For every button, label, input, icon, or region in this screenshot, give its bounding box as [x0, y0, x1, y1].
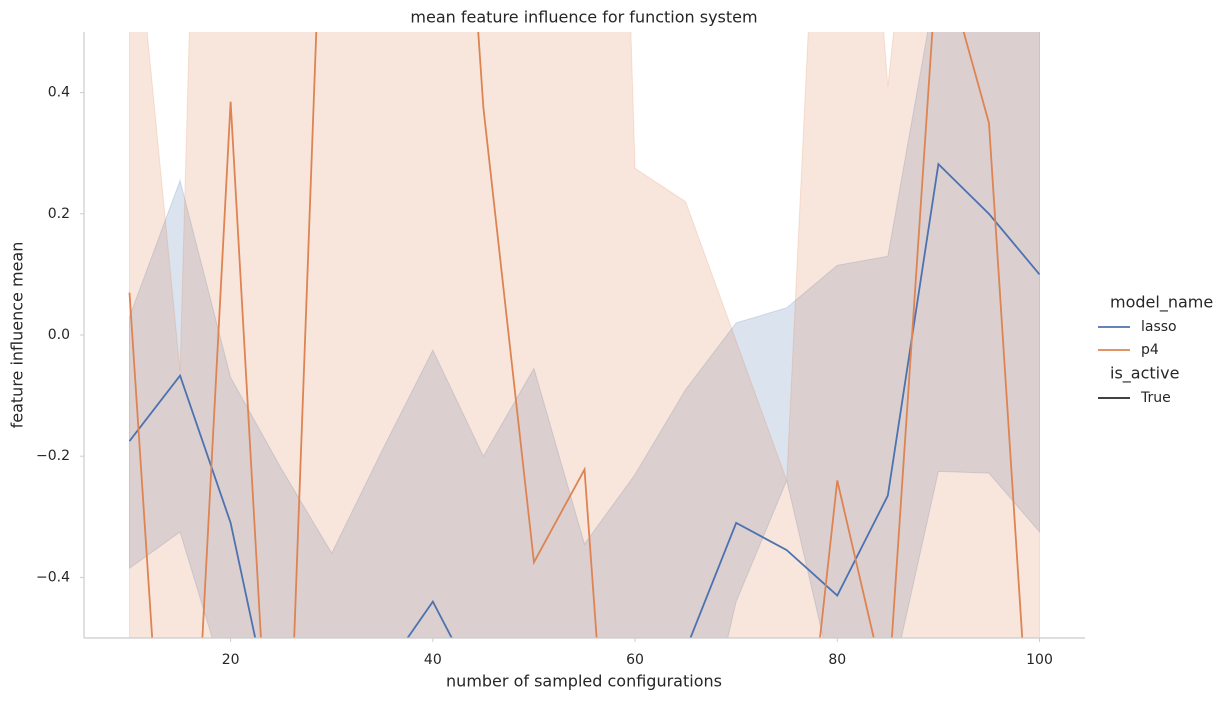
- y-tick-label: −0.4: [36, 569, 70, 585]
- chart-title: mean feature influence for function syst…: [410, 8, 757, 27]
- confidence-band: [129, 32, 1040, 638]
- legend-title: is_active: [1110, 364, 1179, 384]
- y-axis-label: feature influence mean: [8, 242, 27, 429]
- y-tick-label: 0.0: [48, 327, 70, 343]
- legend-label: True: [1140, 390, 1171, 406]
- legend: model_name is_active True lasso p4: [1098, 293, 1213, 406]
- x-tick-label: 80: [828, 652, 846, 668]
- legend-label: p4: [1141, 342, 1159, 358]
- x-tick-label: 100: [1026, 652, 1053, 668]
- line: [128, 32, 1024, 638]
- x-tick-label: 40: [424, 652, 442, 668]
- y-tick-label: 0.4: [48, 85, 70, 101]
- plot-area: [128, 32, 1041, 638]
- x-tick-label: 20: [222, 652, 240, 668]
- x-tick-label: 60: [626, 652, 644, 668]
- line: [128, 162, 1041, 638]
- legend-title: model_name: [1110, 293, 1213, 313]
- confidence-band: [129, 32, 1040, 638]
- y-tick-label: 0.2: [48, 206, 70, 222]
- legend-label: lasso: [1141, 319, 1177, 335]
- x-axis-label: number of sampled configurations: [446, 672, 722, 691]
- y-tick-label: −0.2: [36, 448, 70, 464]
